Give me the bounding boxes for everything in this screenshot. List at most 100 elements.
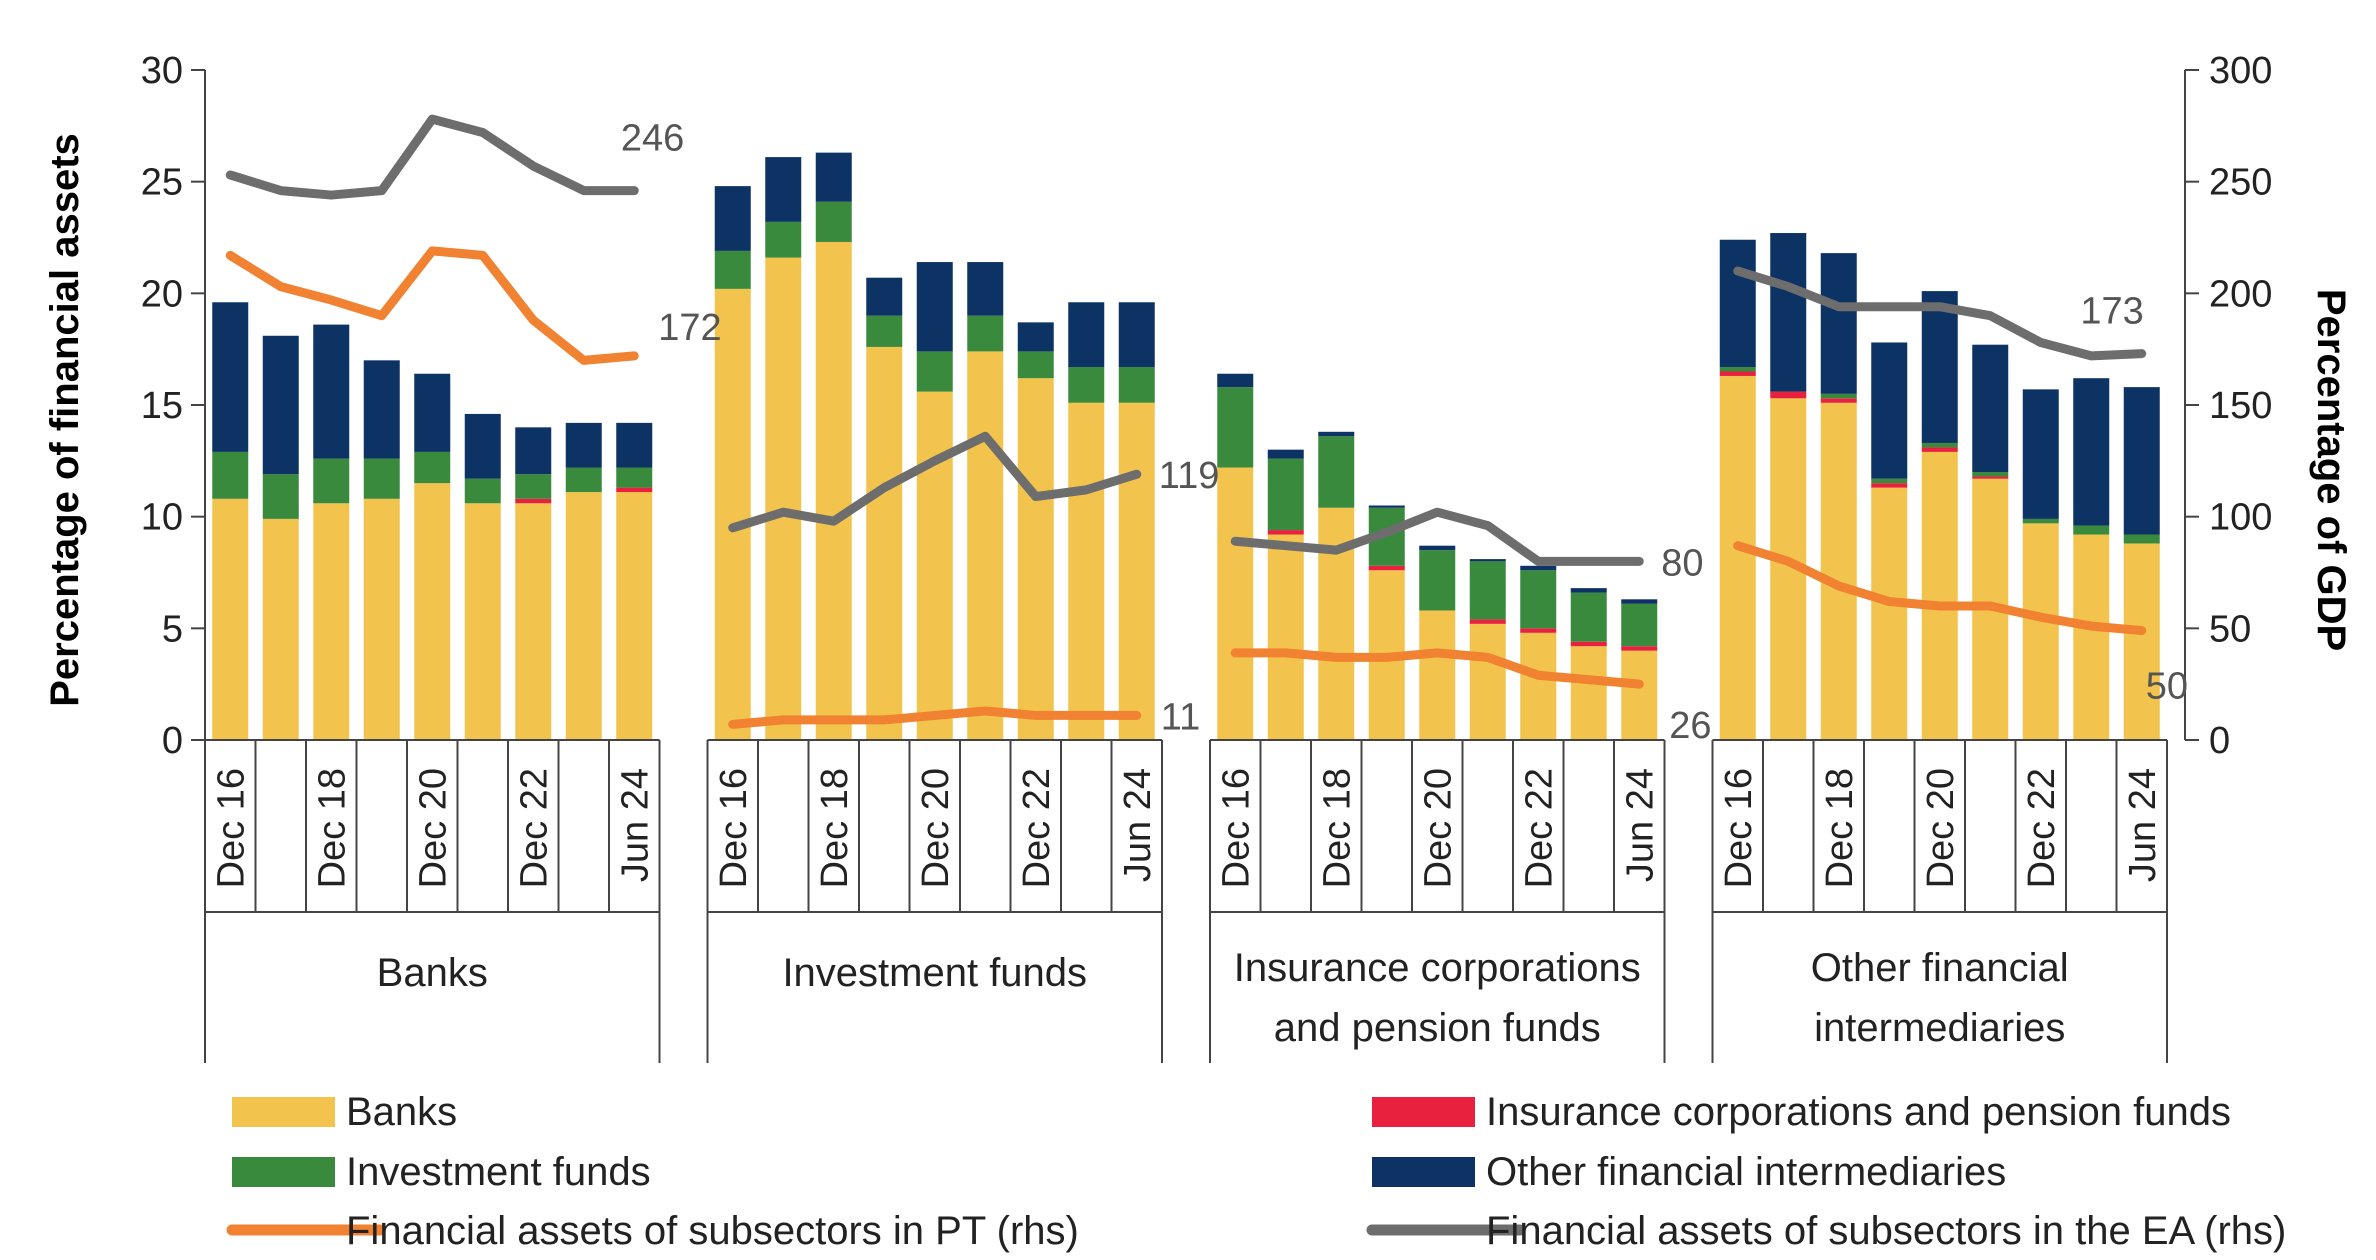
bar-segment-other-financial-intermediaries	[1719, 239, 1756, 368]
bar-segment-other-financial-intermediaries	[1318, 431, 1355, 437]
bar-segment-banks	[515, 503, 552, 740]
bar-segment-banks	[1921, 451, 1958, 740]
bar-segment-other-financial-intermediaries	[515, 427, 552, 475]
pt-line-end-label: 50	[2146, 666, 2188, 708]
category-tick-label: Dec 20	[1417, 768, 1459, 888]
category-tick-label: Dec 22	[513, 768, 555, 888]
bar-segment-other-financial-intermediaries	[262, 335, 299, 475]
bar-segment-banks	[1419, 610, 1456, 740]
bar-segment-banks	[363, 498, 400, 740]
group-label: and pension funds	[1274, 1006, 1601, 1050]
bar-segment-banks	[1118, 402, 1155, 740]
bar-segment-other-financial-intermediaries	[212, 302, 249, 452]
bar-segment-investment-funds	[1419, 550, 1456, 611]
bar-segment-other-financial-intermediaries	[714, 186, 751, 251]
pt-line-end-label: 172	[658, 307, 721, 349]
bar-segment-other-financial-intermediaries	[414, 373, 451, 452]
ea-line-series	[728, 431, 1142, 533]
bar-segment-banks	[2022, 523, 2059, 740]
category-tick-label: Dec 18	[1316, 768, 1358, 888]
bar-segment-other-financial-intermediaries	[1871, 342, 1908, 479]
bar-segment-investment-funds	[714, 250, 751, 289]
bar-segment-banks	[714, 288, 751, 740]
bar-segment-investment-funds	[1972, 472, 2009, 477]
bar-segment-investment-funds	[262, 474, 299, 519]
category-tick-label: Jun 24	[1619, 768, 1661, 882]
bar-segment-investment-funds	[212, 451, 249, 499]
bar-segment-investment-funds	[1520, 570, 1557, 629]
ea-line-end-label: 119	[1159, 455, 1220, 497]
bar-segment-investment-funds	[815, 201, 852, 242]
bar-segment-investment-funds	[1217, 387, 1254, 468]
bar-segment-investment-funds	[866, 315, 903, 347]
category-tick-label: Dec 16	[1215, 768, 1257, 888]
bar-segment-investment-funds	[967, 315, 1004, 352]
bar-segment-banks	[1621, 650, 1658, 740]
bar-segment-other-financial-intermediaries	[313, 324, 350, 459]
lines-layer: 246 172 119 11 80 26 173 50	[225, 114, 2188, 747]
category-tick-label: Dec 20	[915, 768, 957, 888]
bar-segment-other-financial-intermediaries	[866, 277, 903, 316]
bar-segment-investment-funds	[1267, 458, 1304, 531]
pt-line-series	[1733, 541, 2147, 636]
bar-segment-banks	[1520, 632, 1557, 740]
pt-line-series	[728, 706, 1142, 729]
category-tick-label: Dec 22	[2021, 768, 2063, 888]
bar-segment-investment-funds	[1068, 367, 1105, 403]
bar-segment-banks	[2123, 543, 2160, 740]
bar-segment-banks	[1570, 646, 1607, 740]
legend: Banks Investment funds Financial assets …	[226, 1090, 2286, 1253]
left-axis-tick-label: 30	[141, 50, 183, 92]
bar-segment-investment-funds	[2123, 534, 2160, 544]
category-tick-label: Dec 22	[1016, 768, 1058, 888]
bar-segment-banks	[866, 346, 903, 740]
category-tick-label: Dec 16	[713, 768, 755, 888]
bar-segment-banks	[1267, 534, 1304, 740]
legend-label-pt-line: Financial assets of subsectors in PT (rh…	[346, 1209, 1079, 1253]
bar-segment-investment-funds	[765, 221, 802, 258]
bar-segment-investment-funds	[2022, 518, 2059, 524]
group-label: Investment funds	[782, 951, 1087, 995]
bar-segment-insurance-corporations-and-pension-funds	[1368, 565, 1405, 571]
ea-line-series	[225, 114, 639, 200]
bar-segment-other-financial-intermediaries	[616, 422, 653, 468]
group-label: Banks	[377, 951, 488, 995]
bar-segment-investment-funds	[1318, 436, 1355, 508]
category-tick-label: Dec 20	[1920, 768, 1962, 888]
pt-line-series	[225, 246, 639, 365]
bar-segment-investment-funds	[616, 467, 653, 488]
bar-segment-other-financial-intermediaries	[1368, 505, 1405, 508]
bar-segment-investment-funds	[1621, 603, 1658, 647]
bar-segment-insurance-corporations-and-pension-funds	[1921, 447, 1958, 452]
bar-segment-banks	[1068, 402, 1105, 740]
legend-label-ea-line: Financial assets of subsectors in the EA…	[1486, 1209, 2286, 1253]
right-axis: 0 50 100 150 200 250 300	[2184, 50, 2272, 762]
category-tick-label: Dec 18	[1819, 768, 1861, 888]
right-axis-tick-label: 200	[2209, 273, 2272, 315]
ea-line-series	[1733, 266, 2147, 361]
bar-segment-banks	[565, 492, 602, 740]
pt-line-series	[1230, 648, 1644, 689]
bar-segment-investment-funds	[363, 458, 400, 499]
bar-segment-insurance-corporations-and-pension-funds	[515, 498, 552, 504]
right-axis-tick-label: 150	[2209, 385, 2272, 427]
bar-segment-investment-funds	[464, 478, 501, 504]
left-axis-tick-label: 10	[141, 497, 183, 539]
bar-segment-other-financial-intermediaries	[815, 152, 852, 202]
pt-line-end-label: 26	[1669, 705, 1711, 747]
left-axis-tick-label: 20	[141, 273, 183, 315]
bar-segment-other-financial-intermediaries	[565, 422, 602, 468]
bar-segment-other-financial-intermediaries	[1068, 302, 1105, 368]
legend-label-insurance: Insurance corporations and pension funds	[1486, 1090, 2231, 1134]
bar-segment-other-financial-intermediaries	[1419, 545, 1456, 551]
bar-segment-other-financial-intermediaries	[916, 262, 953, 352]
bar-segment-other-financial-intermediaries	[1520, 565, 1557, 571]
category-axis: Dec 16 Dec 18 Dec 20 Dec 22 Jun 24 Banks Dec 1…	[204, 739, 2168, 1063]
bar-segment-other-financial-intermediaries	[464, 413, 501, 479]
bar-segment-banks	[1017, 378, 1054, 740]
bar-segment-banks	[2073, 534, 2110, 740]
legend-label-investment-funds: Investment funds	[346, 1150, 651, 1194]
bar-segment-banks	[1217, 467, 1254, 740]
bar-segment-insurance-corporations-and-pension-funds	[616, 487, 653, 493]
bar-segment-investment-funds	[1921, 442, 1958, 448]
